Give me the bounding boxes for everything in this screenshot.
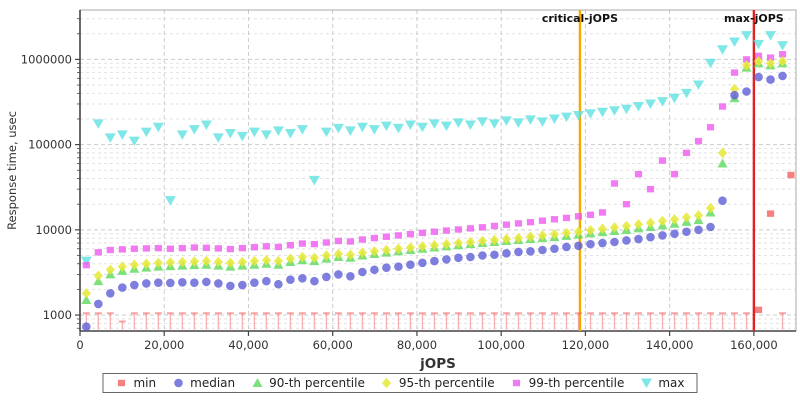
legend-item-p95: 95-th percentile [381,377,495,389]
legend-label-median: median [190,376,236,390]
svg-text:160,000: 160,000 [730,338,778,352]
annotation-label: max-jOPS [724,12,784,25]
series-min-points [82,171,795,330]
legend-item-max: max [640,376,685,390]
legend-label-p90: 90-th percentile [269,376,365,390]
chart-legend: min median 90-th percentile 95-th percen… [102,373,698,393]
svg-text:100000: 100000 [28,138,72,152]
svg-text:1000: 1000 [43,308,72,322]
annotation-label: critical-jOPS [542,12,618,25]
annotation-lines: critical-jOPS max-jOPS [542,10,784,331]
series-p90-points [81,58,788,305]
svg-text:0: 0 [76,338,83,352]
series-median-points [82,71,787,332]
svg-text:120,000: 120,000 [562,338,610,352]
p95-marker-icon [382,377,392,389]
legend-item-min: min [115,377,156,389]
p90-marker-icon [252,378,263,387]
svg-text:1000000: 1000000 [21,52,72,66]
svg-text:40,000: 40,000 [228,338,268,352]
svg-text:20,000: 20,000 [144,338,184,352]
grid-lines [80,10,796,331]
legend-item-p99: 99-th percentile [511,376,625,390]
y-axis-title: Response time, usec [5,111,19,230]
series-p95-points [81,56,788,299]
svg-text:100,000: 100,000 [477,338,525,352]
svg-text:140,000: 140,000 [646,338,694,352]
legend-item-p90: 90-th percentile [251,377,365,389]
axis-titles: jOPS Response time, usec [5,111,456,372]
max-marker-icon [640,378,652,388]
svg-text:60,000: 60,000 [313,338,353,352]
legend-item-median: median [172,377,235,389]
axis-ticks-and-labels: 0 20,000 40,000 60,000 80,000 100,000 120,000 1… [21,18,778,352]
svg-text:10000: 10000 [35,223,72,237]
legend-label-min: min [133,376,157,390]
series-max-points [80,31,789,267]
legend-label-p99: 99-th percentile [528,376,625,390]
min-marker-icon [117,379,126,387]
legend-label-max: max [658,376,685,390]
median-marker-icon [173,378,183,388]
x-axis-title: jOPS [419,356,456,372]
legend-label-p95: 95-th percentile [398,376,495,390]
svg-text:80,000: 80,000 [397,338,437,352]
series-p99-points [82,51,787,269]
p99-marker-icon [513,379,521,387]
